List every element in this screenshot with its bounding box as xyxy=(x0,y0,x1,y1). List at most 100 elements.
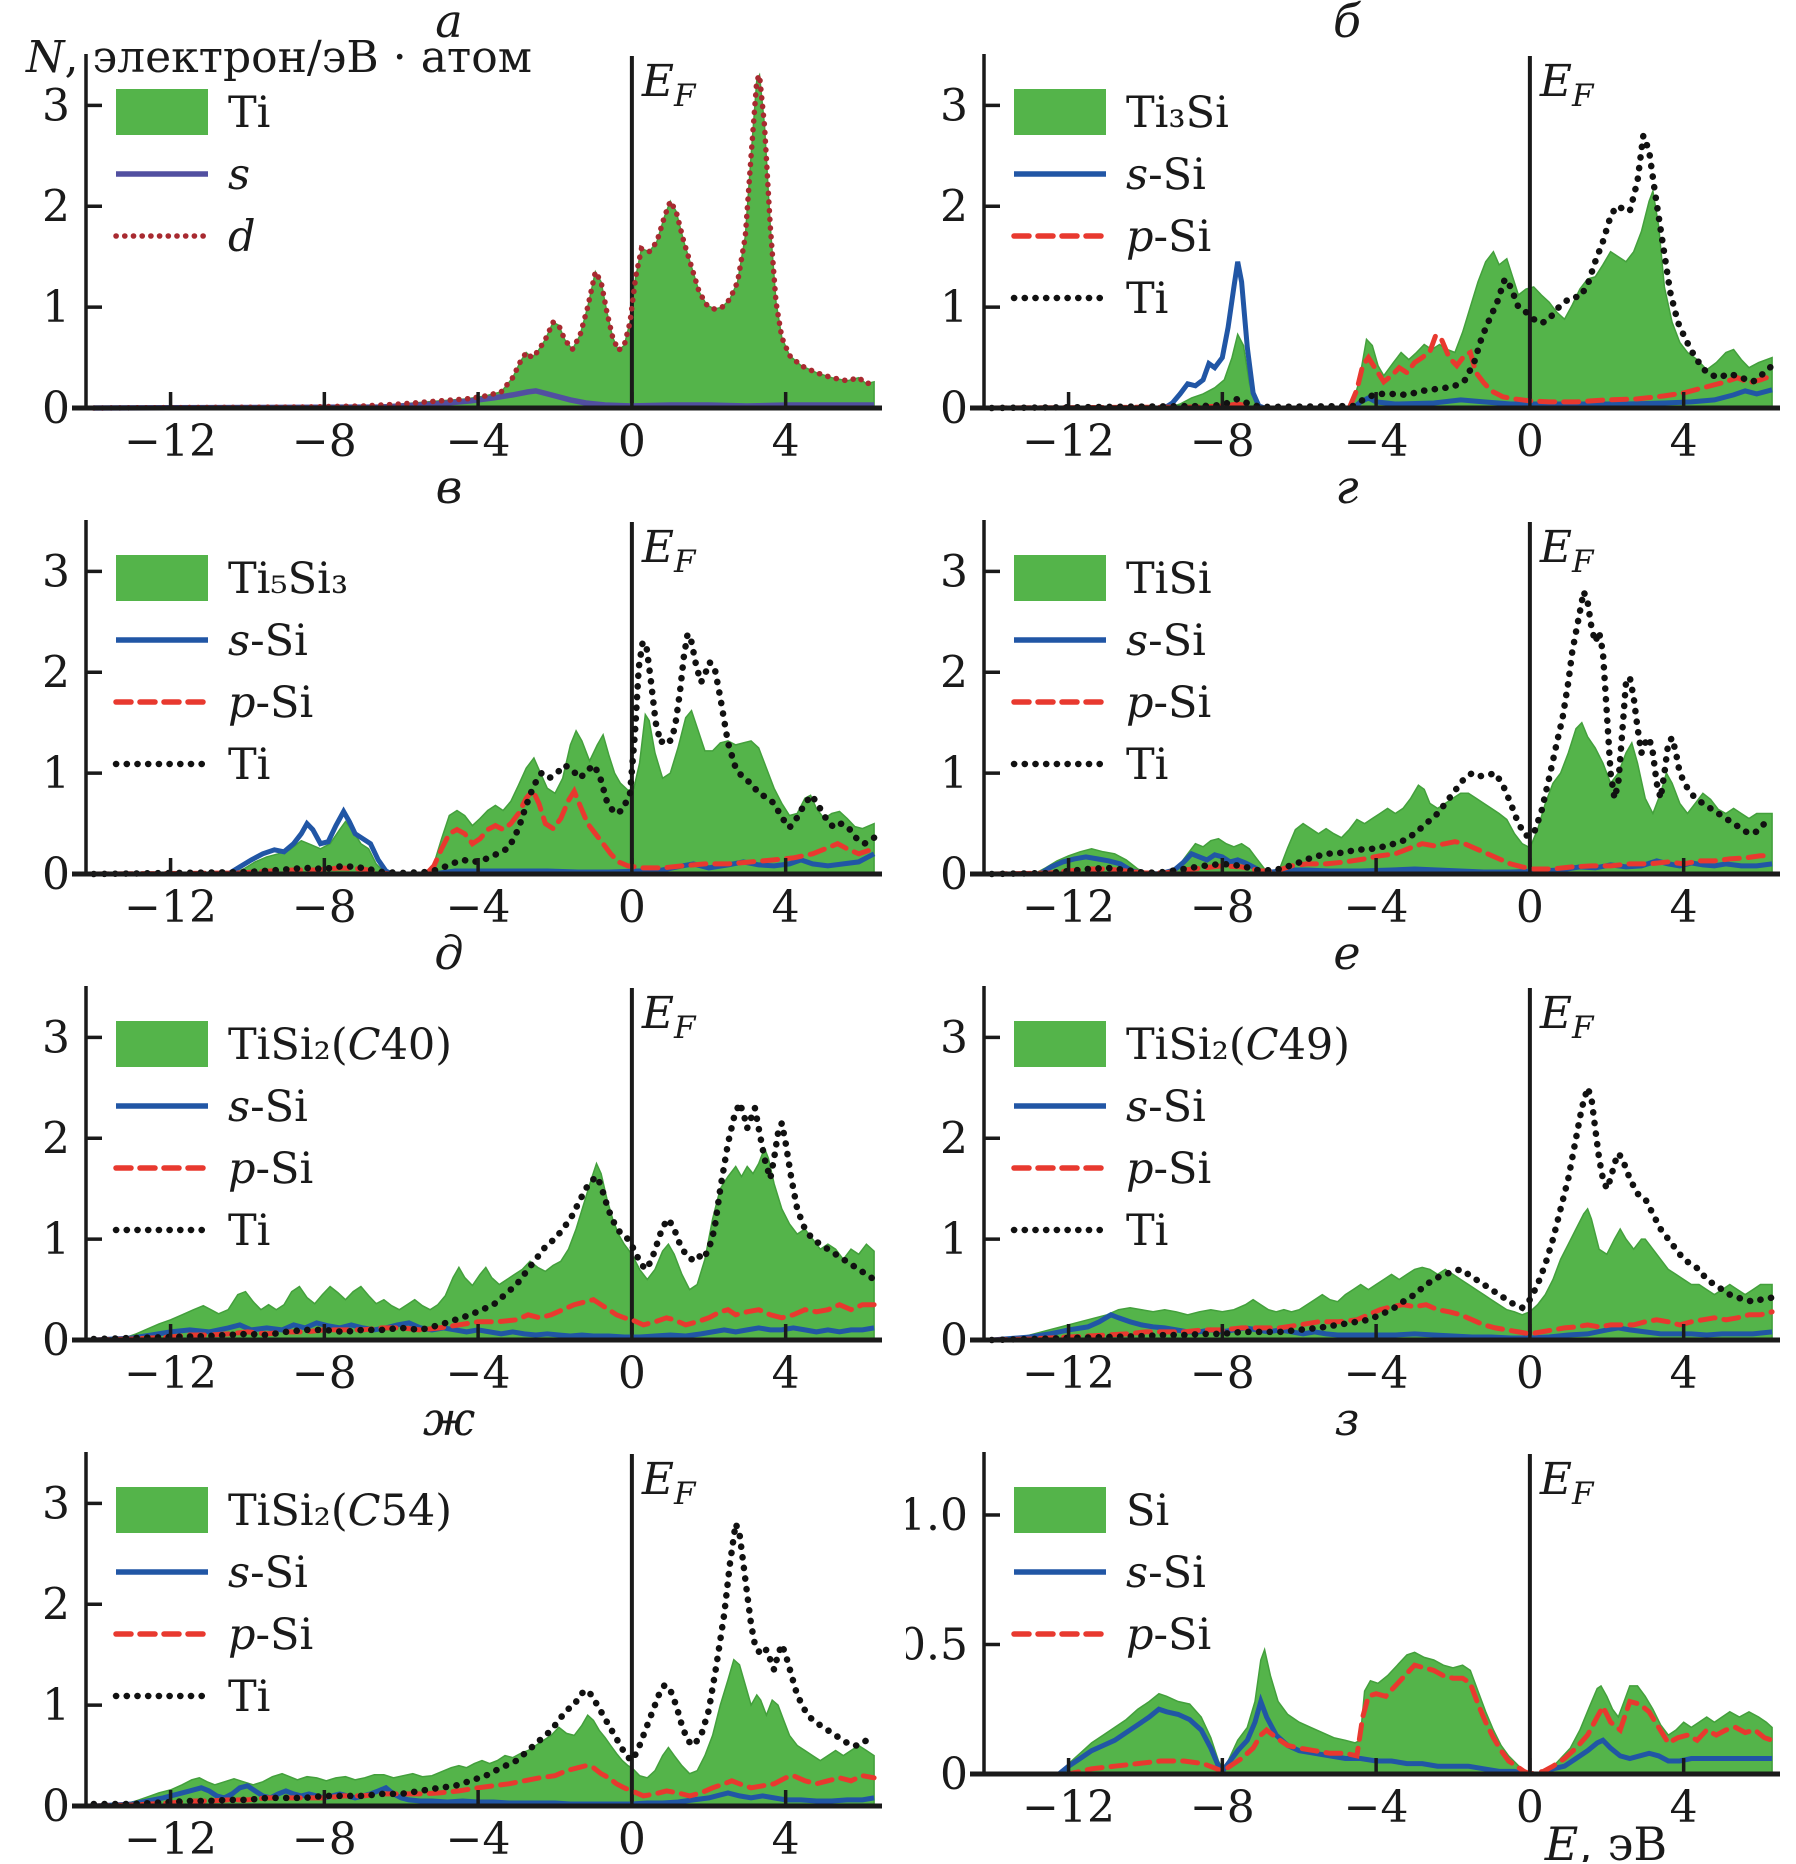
x-tick-label: −12 xyxy=(124,1814,217,1862)
series-Ti xyxy=(988,1077,1776,1344)
series-p-Si xyxy=(989,1302,1775,1343)
legend-label: TiSi₂(C40) xyxy=(228,1020,452,1070)
dos-plot-tisi2-c54: 0 1 2 3 −12 −8 −4 0 4 EF TiSi₂(C54) s-Si p-Si Ti xyxy=(42,1452,882,1862)
series-Ti xyxy=(90,1522,878,1808)
y-tick-label: 3 xyxy=(42,546,70,597)
x-tick-label: −4 xyxy=(446,882,511,930)
y-tick-label: 1 xyxy=(940,282,968,333)
series-Ti xyxy=(90,623,878,878)
total-dos-area xyxy=(93,72,875,409)
x-tick-label: 0 xyxy=(618,416,646,464)
y-tick-label: 0 xyxy=(940,1749,968,1800)
legend-label: Ti xyxy=(1126,274,1168,324)
total-dos-area xyxy=(991,721,1773,875)
y-tick-label: 1 xyxy=(42,1680,70,1731)
x-tick-label: 4 xyxy=(772,882,800,930)
legend-label: p-Si xyxy=(228,1610,313,1660)
y-tick-label: 3 xyxy=(42,1478,70,1529)
dos-plot-tisi2-c40: 0 1 2 3 −12 −8 −4 0 4 EF TiSi₂(C40) s-Si p-Si Ti xyxy=(42,986,882,1396)
x-tick-label: −12 xyxy=(1022,1782,1115,1833)
legend-label: Ti xyxy=(1126,740,1168,790)
y-tick-label: 0 xyxy=(42,849,70,900)
y-tick-label: 3 xyxy=(42,80,70,131)
series-s-Si xyxy=(93,1320,875,1343)
legend-label: TiSi₂(C49) xyxy=(1126,1020,1350,1070)
x-tick-label: −8 xyxy=(1190,416,1255,464)
panel-title-a: а xyxy=(435,0,463,48)
legend-swatch-fill xyxy=(1014,89,1106,135)
legend-swatch-fill xyxy=(1014,555,1106,601)
y-tick-label: 2 xyxy=(42,1113,70,1164)
series-s-Si xyxy=(93,1783,875,1809)
fermi-level-label: EF xyxy=(641,56,697,114)
legend-label: s-Si xyxy=(1126,1548,1206,1598)
legend-label: p-Si xyxy=(1126,1144,1211,1194)
legend-label: s-Si xyxy=(228,1082,308,1132)
y-tick-label: 1.0 xyxy=(906,1490,968,1541)
fermi-level-label: EF xyxy=(1539,56,1595,114)
dos-plot-tisi: 0 1 2 3 −12 −8 −4 0 4 EF TiSi s-Si p-Si Ti xyxy=(940,520,1780,930)
x-tick-label: −8 xyxy=(292,882,357,930)
panel-ti: а N, электрон/эВ · атом 0 1 2 3 −12 −8 −4 0 4 EF T… xyxy=(0,0,898,466)
x-tick-label: 4 xyxy=(1670,882,1698,930)
x-tick-label: −8 xyxy=(292,1814,357,1862)
x-tick-label: 0 xyxy=(618,1348,646,1396)
y-tick-label: 1 xyxy=(940,748,968,799)
series-Ti xyxy=(988,134,1776,412)
x-tick-label: 4 xyxy=(772,1348,800,1396)
panel-title-d: д xyxy=(434,926,464,980)
legend-label: Ti xyxy=(228,740,270,790)
legend-swatch-fill xyxy=(1014,1021,1106,1067)
legend-label: s-Si xyxy=(1126,1082,1206,1132)
legend-label: p-Si xyxy=(1126,678,1211,728)
fermi-level-label: EF xyxy=(641,1454,697,1512)
x-tick-label: 0 xyxy=(1516,1782,1544,1833)
panel-si: з 0 0.5 1.0 −12 −8 −4 0 4 EF Si s-Si p-Si E, эВ xyxy=(898,1396,1796,1864)
dos-plot-tisi2-c49: 0 1 2 3 −12 −8 −4 0 4 EF TiSi₂(C49) s-Si p-Si Ti xyxy=(940,986,1780,1396)
dos-plot-ti3si: 0 1 2 3 −12 −8 −4 0 4 EF Ti₃Si s-Si p-Si Ti xyxy=(940,54,1780,464)
series-p-Si xyxy=(989,331,1775,411)
legend-swatch-fill xyxy=(1014,1487,1106,1533)
x-tick-label: −12 xyxy=(1022,416,1115,464)
legend-label: Ti xyxy=(228,1672,270,1722)
x-tick-label: −12 xyxy=(1022,882,1115,930)
fermi-level-label: EF xyxy=(1539,988,1595,1046)
fermi-level-label: EF xyxy=(641,988,697,1046)
panel-title-v: в xyxy=(435,460,463,514)
x-tick-label: 4 xyxy=(772,1814,800,1862)
legend-label: s-Si xyxy=(228,1548,308,1598)
dos-plot-si: 0 0.5 1.0 −12 −8 −4 0 4 EF Si s-Si p-Si E, эВ xyxy=(906,1452,1780,1862)
y-tick-label: 1 xyxy=(42,748,70,799)
x-tick-label: −8 xyxy=(1190,882,1255,930)
y-tick-label: 2 xyxy=(42,1579,70,1630)
series-Ti xyxy=(988,579,1776,878)
x-tick-label: −8 xyxy=(1190,1348,1255,1396)
y-tick-label: 2 xyxy=(42,647,70,698)
y-tick-label: 2 xyxy=(940,647,968,698)
legend-label: s xyxy=(228,150,250,200)
legend-swatch-fill xyxy=(116,555,208,601)
x-tick-label: −4 xyxy=(1344,1348,1409,1396)
legend-label: d xyxy=(228,212,256,262)
y-tick-label: 0 xyxy=(940,1315,968,1366)
fermi-level-label: EF xyxy=(641,522,697,580)
y-tick-label: 0 xyxy=(42,1315,70,1366)
series-p-Si xyxy=(989,839,1775,877)
legend-label: p-Si xyxy=(228,678,313,728)
y-axis-title: N, электрон/эВ · атом xyxy=(26,32,532,83)
legend-label: s-Si xyxy=(228,616,308,666)
y-axis-title-symbol: N xyxy=(26,32,65,83)
legend-label: Ti xyxy=(1126,1206,1168,1256)
x-tick-label: −12 xyxy=(124,882,217,930)
legend-label: Si xyxy=(1126,1486,1169,1536)
y-tick-label: 3 xyxy=(940,546,968,597)
x-tick-label: −4 xyxy=(446,416,511,464)
series-d xyxy=(90,65,877,411)
legend-label: Ti₅Si₃ xyxy=(228,554,348,604)
y-tick-label: 2 xyxy=(42,181,70,232)
panel-title-e: е xyxy=(1333,926,1361,980)
x-tick-label: −4 xyxy=(446,1348,511,1396)
x-tick-label: −12 xyxy=(124,1348,217,1396)
panel-title-zh: ж xyxy=(422,1392,476,1446)
